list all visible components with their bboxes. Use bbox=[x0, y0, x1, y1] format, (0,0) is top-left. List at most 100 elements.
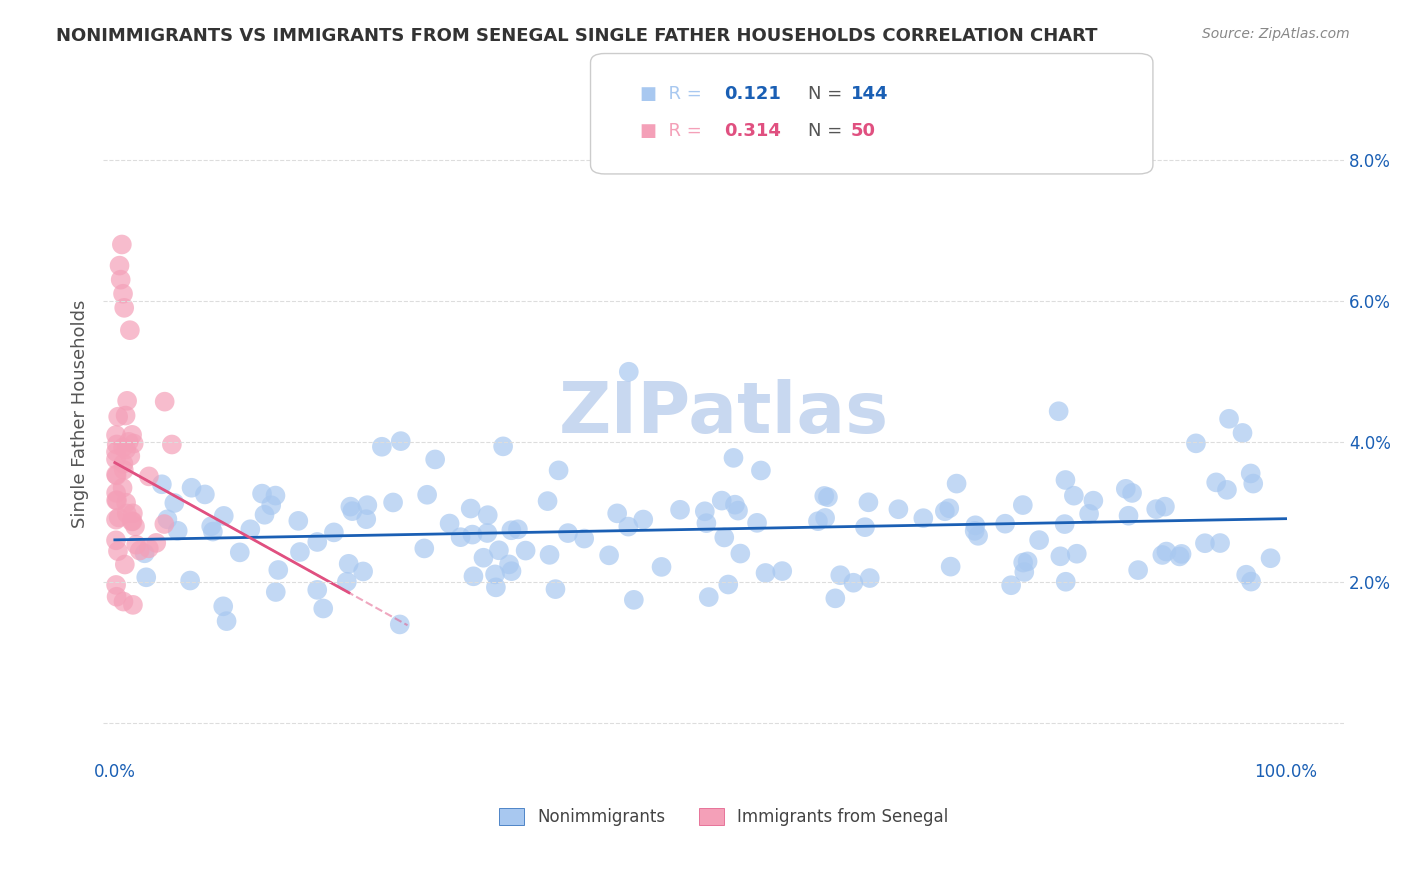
Nonimmigrants bbox=[1154, 500, 1177, 514]
Nonimmigrants bbox=[215, 614, 238, 628]
Immigrants from Senegal bbox=[122, 507, 145, 521]
Nonimmigrants bbox=[307, 535, 329, 549]
Nonimmigrants bbox=[135, 570, 157, 584]
Nonimmigrants bbox=[1240, 467, 1263, 481]
Nonimmigrants bbox=[912, 511, 935, 525]
Text: ■  R =: ■ R = bbox=[640, 122, 707, 140]
Immigrants from Senegal bbox=[105, 493, 128, 508]
Nonimmigrants bbox=[485, 580, 508, 594]
Immigrants from Senegal bbox=[121, 428, 143, 442]
Text: N =: N = bbox=[808, 85, 848, 103]
Nonimmigrants bbox=[382, 495, 405, 509]
Immigrants from Senegal bbox=[125, 538, 148, 552]
Nonimmigrants bbox=[745, 516, 768, 530]
Nonimmigrants bbox=[450, 530, 472, 544]
Nonimmigrants bbox=[1053, 517, 1076, 532]
Nonimmigrants bbox=[938, 501, 960, 516]
Immigrants from Senegal bbox=[114, 409, 136, 423]
Nonimmigrants bbox=[342, 504, 364, 518]
Nonimmigrants bbox=[814, 511, 837, 525]
Nonimmigrants bbox=[544, 582, 567, 596]
Nonimmigrants bbox=[633, 512, 655, 526]
Nonimmigrants bbox=[749, 463, 772, 477]
Nonimmigrants bbox=[1017, 554, 1039, 568]
Nonimmigrants bbox=[253, 508, 276, 522]
Nonimmigrants bbox=[1054, 473, 1077, 487]
Text: 50: 50 bbox=[851, 122, 876, 140]
Nonimmigrants bbox=[307, 582, 329, 597]
Nonimmigrants bbox=[267, 563, 290, 577]
Nonimmigrants bbox=[312, 601, 335, 615]
Nonimmigrants bbox=[200, 519, 222, 533]
Nonimmigrants bbox=[1126, 563, 1149, 577]
Nonimmigrants bbox=[239, 522, 262, 536]
Nonimmigrants bbox=[1118, 508, 1140, 523]
Nonimmigrants bbox=[617, 365, 640, 379]
Immigrants from Senegal bbox=[105, 485, 128, 500]
Immigrants from Senegal bbox=[145, 536, 167, 550]
Immigrants from Senegal bbox=[138, 541, 160, 556]
Nonimmigrants bbox=[413, 541, 436, 556]
Nonimmigrants bbox=[260, 498, 283, 512]
Text: Source: ZipAtlas.com: Source: ZipAtlas.com bbox=[1202, 27, 1350, 41]
Nonimmigrants bbox=[463, 569, 485, 583]
Nonimmigrants bbox=[887, 502, 910, 516]
Immigrants from Senegal bbox=[115, 442, 138, 457]
Immigrants from Senegal bbox=[110, 273, 132, 287]
Nonimmigrants bbox=[965, 518, 987, 533]
Immigrants from Senegal bbox=[114, 558, 136, 572]
Nonimmigrants bbox=[710, 493, 733, 508]
Nonimmigrants bbox=[212, 508, 235, 523]
Immigrants from Senegal bbox=[105, 445, 128, 459]
Nonimmigrants bbox=[212, 599, 235, 614]
Nonimmigrants bbox=[939, 559, 962, 574]
Nonimmigrants bbox=[388, 617, 411, 632]
Nonimmigrants bbox=[727, 503, 749, 517]
Nonimmigrants bbox=[695, 516, 717, 530]
Nonimmigrants bbox=[264, 489, 287, 503]
Immigrants from Senegal bbox=[112, 463, 135, 477]
Nonimmigrants bbox=[134, 546, 156, 560]
Immigrants from Senegal bbox=[153, 394, 176, 409]
Nonimmigrants bbox=[1063, 489, 1085, 503]
Text: NONIMMIGRANTS VS IMMIGRANTS FROM SENEGAL SINGLE FATHER HOUSEHOLDS CORRELATION CH: NONIMMIGRANTS VS IMMIGRANTS FROM SENEGAL… bbox=[56, 27, 1098, 45]
Nonimmigrants bbox=[1209, 536, 1232, 550]
Immigrants from Senegal bbox=[105, 590, 128, 604]
Text: N =: N = bbox=[808, 122, 848, 140]
Nonimmigrants bbox=[1012, 556, 1035, 570]
Nonimmigrants bbox=[166, 524, 188, 538]
Immigrants from Senegal bbox=[105, 428, 128, 442]
Nonimmigrants bbox=[477, 508, 499, 523]
Nonimmigrants bbox=[813, 489, 835, 503]
Nonimmigrants bbox=[477, 526, 499, 541]
Nonimmigrants bbox=[492, 439, 515, 453]
Nonimmigrants bbox=[1066, 547, 1088, 561]
Nonimmigrants bbox=[1170, 547, 1192, 561]
Nonimmigrants bbox=[606, 507, 628, 521]
Nonimmigrants bbox=[356, 498, 378, 512]
Nonimmigrants bbox=[1078, 507, 1101, 521]
Immigrants from Senegal bbox=[115, 393, 138, 408]
Nonimmigrants bbox=[547, 463, 569, 477]
Nonimmigrants bbox=[598, 549, 620, 563]
Immigrants from Senegal bbox=[120, 449, 142, 463]
Nonimmigrants bbox=[693, 504, 716, 518]
Y-axis label: Single Father Households: Single Father Households bbox=[72, 299, 89, 527]
Immigrants from Senegal bbox=[105, 578, 128, 592]
Nonimmigrants bbox=[536, 494, 558, 508]
Nonimmigrants bbox=[1218, 411, 1240, 425]
Nonimmigrants bbox=[1168, 549, 1191, 564]
Nonimmigrants bbox=[1028, 533, 1050, 547]
Immigrants from Senegal bbox=[115, 507, 138, 521]
Immigrants from Senegal bbox=[105, 493, 128, 508]
Nonimmigrants bbox=[824, 591, 846, 606]
Immigrants from Senegal bbox=[128, 543, 150, 558]
Nonimmigrants bbox=[853, 520, 876, 534]
Immigrants from Senegal bbox=[124, 519, 146, 533]
Nonimmigrants bbox=[945, 476, 967, 491]
Nonimmigrants bbox=[724, 498, 747, 512]
Nonimmigrants bbox=[1156, 544, 1178, 558]
Immigrants from Senegal bbox=[111, 481, 134, 495]
Immigrants from Senegal bbox=[118, 323, 141, 337]
Nonimmigrants bbox=[501, 564, 523, 578]
